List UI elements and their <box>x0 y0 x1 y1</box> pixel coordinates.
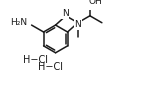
Text: OH: OH <box>88 0 102 6</box>
Text: H−Cl: H−Cl <box>38 62 64 72</box>
Text: N: N <box>74 20 81 29</box>
Text: N: N <box>62 9 68 18</box>
Text: H₂N: H₂N <box>11 18 28 27</box>
Text: H−Cl: H−Cl <box>23 56 48 66</box>
